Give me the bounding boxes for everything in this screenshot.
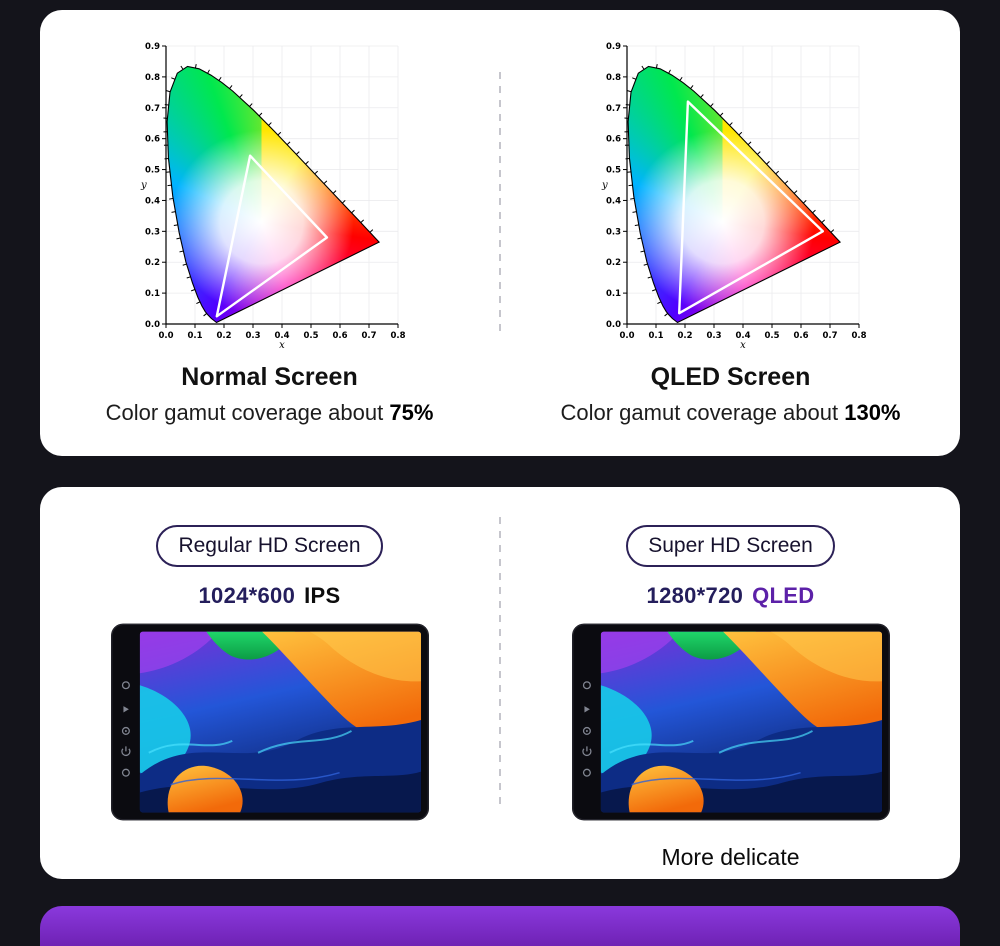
svg-text:0.7: 0.7	[361, 331, 376, 341]
svg-text:0.4: 0.4	[605, 196, 620, 206]
svg-text:0.6: 0.6	[605, 135, 620, 145]
panel-type-text: QLED	[752, 583, 814, 608]
svg-text:y: y	[601, 180, 608, 191]
resolution-line-super: 1280*720 QLED	[647, 582, 815, 609]
svg-text:0.3: 0.3	[605, 227, 620, 237]
svg-text:0.4: 0.4	[144, 196, 159, 206]
svg-text:0.0: 0.0	[144, 320, 159, 330]
badge-regular-hd: Regular HD Screen	[156, 525, 382, 567]
svg-text:0.7: 0.7	[822, 331, 837, 341]
svg-text:0.8: 0.8	[144, 73, 159, 83]
svg-text:0.1: 0.1	[605, 289, 620, 299]
svg-text:0.0: 0.0	[605, 320, 620, 330]
svg-text:0.1: 0.1	[187, 331, 202, 341]
svg-text:0.6: 0.6	[332, 331, 347, 341]
svg-text:0.2: 0.2	[144, 258, 159, 268]
gamut-column-qled: 0.0 0.1 0.2 0.3 0.4 0.5 0.6 0.7 0.8 0.0 0.1 0.2 0.3 0…	[501, 10, 960, 456]
svg-text:0.1: 0.1	[648, 331, 663, 341]
svg-text:0.2: 0.2	[677, 331, 692, 341]
resolution-text: 1280*720	[647, 583, 744, 608]
gamut-title-qled: QLED Screen	[651, 362, 811, 392]
coverage-value: 130%	[844, 400, 900, 425]
resolution-line-regular: 1024*600 IPS	[199, 582, 341, 609]
svg-text:0.2: 0.2	[605, 258, 620, 268]
svg-text:0.0: 0.0	[158, 331, 173, 341]
cie-diagram-qled: 0.0 0.1 0.2 0.3 0.4 0.5 0.6 0.7 0.8 0.0 0.1 0.2 0.3 0…	[593, 38, 869, 350]
head-unit-image-regular	[111, 623, 429, 821]
gamut-subtitle-qled: Color gamut coverage about 130%	[560, 399, 900, 426]
svg-text:0.5: 0.5	[605, 166, 620, 176]
svg-text:0.2: 0.2	[216, 331, 231, 341]
svg-text:0.6: 0.6	[793, 331, 808, 341]
svg-text:0.6: 0.6	[144, 135, 159, 145]
svg-text:0.8: 0.8	[605, 73, 620, 83]
svg-text:0.5: 0.5	[764, 331, 779, 341]
svg-text:0.7: 0.7	[144, 104, 159, 114]
gamut-title-normal: Normal Screen	[181, 362, 357, 392]
head-unit-image-super	[572, 623, 890, 821]
svg-text:0.5: 0.5	[144, 166, 159, 176]
gamut-subtitle-text: Color gamut coverage about	[560, 400, 844, 425]
svg-text:x: x	[740, 340, 746, 350]
coverage-value: 75%	[389, 400, 433, 425]
screen-comparison-card: Regular HD Screen 1024*600 IPS	[40, 487, 960, 879]
svg-text:0.3: 0.3	[245, 331, 260, 341]
resolution-text: 1024*600	[199, 583, 296, 608]
gamut-comparison-card: 0.0 0.1 0.2 0.3 0.4 0.5 0.6 0.7 0.8 0.0 0.1 0.2 0.3 0…	[40, 10, 960, 456]
badge-super-hd: Super HD Screen	[626, 525, 835, 567]
svg-text:0.1: 0.1	[144, 289, 159, 299]
svg-text:0.3: 0.3	[706, 331, 721, 341]
svg-text:0.8: 0.8	[390, 331, 405, 341]
gamut-column-normal: 0.0 0.1 0.2 0.3 0.4 0.5 0.6 0.7 0.8 0.0 0.1 0.2 0.3 0…	[40, 10, 499, 456]
screen-column-regular: Regular HD Screen 1024*600 IPS	[40, 487, 499, 879]
gamut-subtitle-text: Color gamut coverage about	[106, 400, 390, 425]
svg-text:0.5: 0.5	[303, 331, 318, 341]
svg-text:0.0: 0.0	[619, 331, 634, 341]
svg-text:0.8: 0.8	[851, 331, 866, 341]
next-section-peek	[40, 906, 960, 946]
svg-text:0.7: 0.7	[605, 104, 620, 114]
gamut-subtitle-normal: Color gamut coverage about 75%	[106, 399, 434, 426]
svg-text:y: y	[140, 180, 147, 191]
caption-more-delicate: More delicate	[661, 843, 799, 871]
svg-text:0.9: 0.9	[144, 42, 159, 52]
screen-column-super: Super HD Screen 1280*720 QLED	[501, 487, 960, 879]
svg-text:x: x	[279, 340, 285, 350]
panel-type-text: IPS	[304, 583, 340, 608]
cie-diagram-normal: 0.0 0.1 0.2 0.3 0.4 0.5 0.6 0.7 0.8 0.0 0.1 0.2 0.3 0…	[132, 38, 408, 350]
svg-text:0.3: 0.3	[144, 227, 159, 237]
svg-text:0.9: 0.9	[605, 42, 620, 52]
